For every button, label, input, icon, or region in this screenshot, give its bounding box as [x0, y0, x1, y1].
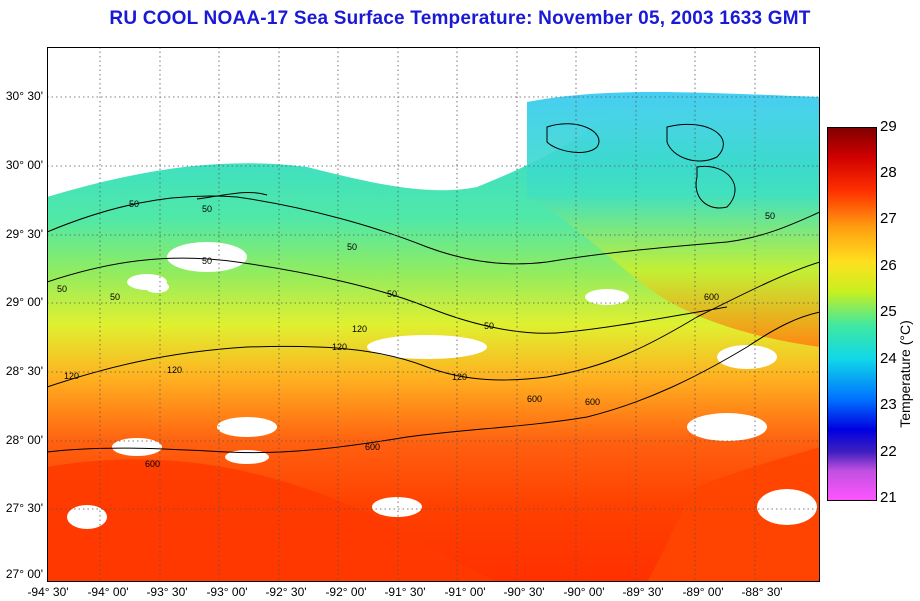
colorbar-tick: 22: [880, 443, 897, 460]
lon-label: -90° 30': [503, 585, 545, 599]
contour-label: 50: [765, 211, 775, 221]
colorbar-tick: 29: [880, 118, 897, 135]
lon-label: -89° 00': [682, 585, 724, 599]
colorbar-title-text: Temperature (°C): [897, 320, 913, 428]
contour-label: 600: [145, 459, 160, 469]
contour-label: 600: [585, 397, 600, 407]
lat-label: 27° 30': [5, 501, 43, 515]
contour-label: 50: [57, 284, 67, 294]
contour-label: 120: [352, 324, 367, 334]
lon-label: -92° 00': [325, 585, 367, 599]
lon-label: -89° 30': [622, 585, 664, 599]
lat-label: 28° 00': [5, 433, 43, 447]
contour-label: 600: [365, 442, 380, 452]
contour-label: 120: [332, 342, 347, 352]
lat-label: 30° 00': [5, 158, 43, 172]
lat-label: 27° 00': [5, 567, 43, 581]
contour-label: 600: [527, 394, 542, 404]
colorbar-tick: 25: [880, 303, 897, 320]
map-title: RU COOL NOAA-17 Sea Surface Temperature:…: [109, 8, 811, 29]
lon-label: -90° 00': [563, 585, 605, 599]
contour-label: 50: [129, 199, 139, 209]
colorbar-title: Temperature (°C): [897, 314, 913, 434]
lat-label: 29° 30': [5, 227, 43, 241]
lon-label: -93° 00': [206, 585, 248, 599]
contour-label: 50: [347, 242, 357, 252]
lon-label: -91° 30': [384, 585, 426, 599]
lat-label: 29° 00': [5, 295, 43, 309]
contour-label: 50: [202, 256, 212, 266]
colorbar-tick: 28: [880, 164, 897, 181]
contour-label: 50: [484, 321, 494, 331]
colorbar-tick: 21: [880, 489, 897, 506]
contour-label: 600: [704, 292, 719, 302]
colorbar-tick: 27: [880, 210, 897, 227]
colorbar-tick: 24: [880, 350, 897, 367]
lon-label: -91° 00': [444, 585, 486, 599]
contour-label: 120: [167, 365, 182, 375]
colorbar-tick: 23: [880, 396, 897, 413]
contour-label: 50: [387, 289, 397, 299]
contour-label: 120: [452, 372, 467, 382]
lon-label: -94° 00': [87, 585, 129, 599]
contour-label: 50: [202, 204, 212, 214]
sst-map: 50 50 50 50 50 50 50 50 120 120 120 120 …: [47, 47, 820, 582]
lon-label: -92° 30': [265, 585, 307, 599]
contour-label: 120: [64, 371, 79, 381]
colorbar-tick: 26: [880, 257, 897, 274]
lon-label: -93° 30': [146, 585, 188, 599]
lat-label: 28° 30': [5, 364, 43, 378]
lon-label: -88° 30': [741, 585, 783, 599]
contour-label: 50: [110, 292, 120, 302]
lat-label: 30° 30': [5, 89, 43, 103]
temperature-colorbar: [827, 127, 877, 501]
lon-label: -94° 30': [27, 585, 69, 599]
